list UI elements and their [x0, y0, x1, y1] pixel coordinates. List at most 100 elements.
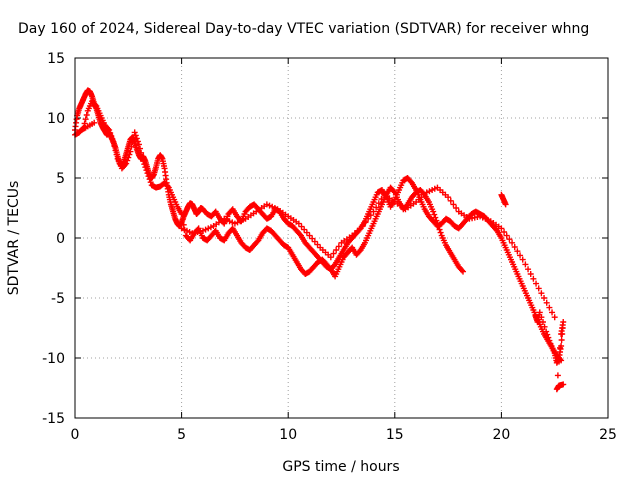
data-point: [135, 141, 142, 148]
data-point: [522, 261, 529, 268]
data-point: [436, 226, 443, 233]
data-point: [137, 145, 144, 152]
data-point: [555, 358, 562, 365]
data-point: [538, 290, 545, 297]
data-point: [131, 129, 138, 136]
data-point: [519, 256, 526, 263]
data-point: [545, 334, 552, 341]
data-point: [359, 223, 366, 229]
data-point: [498, 225, 505, 232]
data-point: [129, 139, 136, 145]
data-point: [390, 188, 397, 195]
series-layer: [72, 87, 567, 393]
x-tick-label: 15: [386, 427, 404, 443]
series-isolated-points: [78, 119, 567, 393]
y-tick-label: 15: [47, 51, 65, 67]
data-point: [111, 143, 118, 150]
data-point: [536, 309, 543, 316]
x-tick-label: 0: [71, 427, 80, 443]
data-point: [133, 135, 140, 142]
data-point: [435, 223, 442, 230]
data-point: [525, 266, 532, 273]
data-point: [538, 314, 545, 321]
y-axis-label: SDTVAR / TECUs: [6, 181, 22, 296]
data-point: [557, 344, 564, 351]
data-point: [178, 211, 185, 217]
data-point: [362, 219, 369, 226]
data-point: [544, 331, 551, 338]
data-point: [147, 179, 154, 186]
data-point: [445, 194, 452, 201]
data-point: [431, 211, 438, 218]
data-point: [453, 205, 460, 211]
y-tick-label: -15: [42, 411, 65, 427]
data-point: [330, 250, 337, 257]
data-point: [138, 149, 145, 156]
data-point: [554, 372, 561, 379]
data-point: [92, 101, 99, 108]
data-point: [539, 319, 546, 325]
data-point: [105, 125, 112, 132]
data-point: [370, 208, 377, 215]
data-point: [144, 170, 151, 177]
data-point: [503, 232, 510, 239]
x-tick-label: 5: [177, 427, 186, 443]
data-point: [146, 176, 153, 183]
data-point: [432, 214, 439, 221]
data-point: [128, 143, 135, 150]
data-point: [126, 151, 133, 158]
data-point: [527, 271, 534, 277]
data-point: [460, 268, 467, 275]
data-point: [447, 197, 454, 204]
data-point: [143, 167, 150, 174]
data-point: [367, 212, 374, 219]
data-point: [437, 229, 444, 236]
data-point: [433, 217, 440, 224]
plot-frame: [74, 57, 609, 419]
data-point: [430, 208, 437, 215]
data-point: [91, 119, 98, 126]
data-point: [108, 133, 115, 139]
data-point: [558, 331, 565, 337]
y-tick-label: 5: [56, 171, 65, 187]
data-point: [501, 229, 508, 235]
data-point: [535, 285, 542, 292]
data-point: [551, 314, 558, 321]
y-tick-label: 0: [56, 231, 65, 247]
data-point: [530, 275, 537, 282]
data-point: [82, 116, 89, 123]
y-tick-label: -10: [42, 351, 65, 367]
data-point: [517, 252, 524, 259]
series-track-C: [178, 184, 558, 321]
data-point: [375, 200, 382, 207]
data-point: [134, 138, 141, 145]
data-point: [506, 236, 513, 243]
data-point: [164, 183, 171, 190]
data-point: [142, 164, 149, 171]
data-point: [123, 160, 130, 167]
data-point: [110, 139, 117, 145]
x-tick-label: 10: [279, 427, 297, 443]
data-point: [107, 130, 114, 136]
data-point: [122, 161, 129, 168]
data-point: [145, 173, 152, 180]
data-point: [113, 151, 120, 158]
data-point: [458, 267, 465, 274]
data-point: [140, 158, 147, 165]
data-point: [533, 280, 540, 287]
data-point: [543, 328, 550, 335]
data-point: [335, 243, 342, 250]
data-point: [543, 299, 550, 306]
data-point: [179, 216, 186, 223]
data-point: [434, 220, 441, 227]
x-axis-label: GPS time / hours: [282, 459, 399, 475]
data-point: [546, 337, 553, 344]
data-point: [549, 309, 556, 316]
series-track-A: [72, 87, 565, 364]
series-track-B: [72, 98, 467, 280]
data-point: [125, 154, 132, 161]
data-point: [139, 154, 146, 160]
data-point: [558, 337, 565, 343]
data-point: [132, 132, 139, 139]
